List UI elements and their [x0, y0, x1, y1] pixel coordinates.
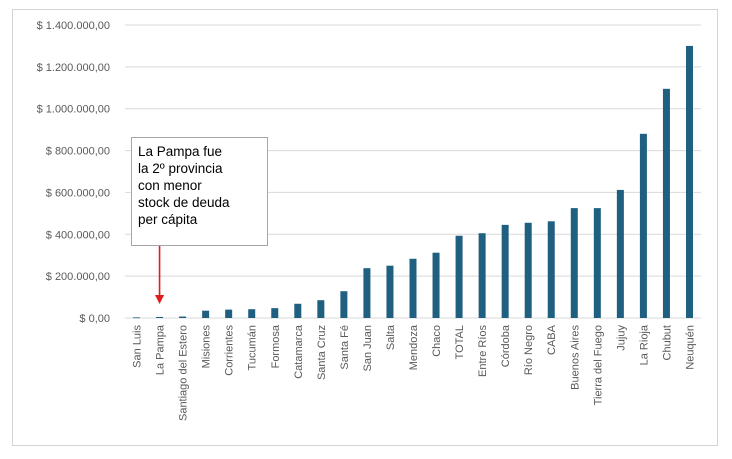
bar [478, 233, 486, 318]
bar [156, 316, 164, 318]
x-tick-label: Mendoza [408, 324, 420, 370]
bar [547, 221, 555, 318]
bar [501, 224, 509, 318]
x-tick-label: San Juan [362, 325, 374, 371]
x-tick-label: Córdoba [500, 324, 512, 367]
x-tick-label: Entre Ríos [477, 325, 489, 377]
y-tick-label: $ 0,00 [79, 313, 110, 325]
y-axis-ticks: $ 0,00 $ 200.000,00 $ 400.000,00 $ 600.000,… [37, 20, 110, 325]
x-tick-label: Santa Fé [339, 325, 351, 370]
x-tick-label: Chaco [431, 325, 443, 357]
x-tick-label: Río Negro [523, 325, 535, 375]
chart-frame: $ 0,00 $ 200.000,00 $ 400.000,00 $ 600.000,… [12, 9, 718, 446]
bar [294, 303, 302, 318]
x-tick-label: Neuquén [684, 325, 696, 370]
bar [225, 309, 233, 318]
bar [409, 258, 417, 318]
bar [524, 222, 532, 318]
bar [363, 268, 371, 318]
x-tick-label: Chubut [661, 325, 673, 360]
y-tick-label: $ 1.000.000,00 [37, 104, 110, 116]
bar [570, 208, 578, 318]
bar [317, 300, 325, 318]
bar [386, 265, 394, 318]
x-tick-label: Jujuy [615, 325, 627, 351]
bar [133, 317, 141, 319]
y-tick-label: $ 1.200.000,00 [37, 62, 110, 74]
y-tick-label: $ 1.400.000,00 [37, 20, 110, 32]
bar [248, 309, 256, 318]
bar [202, 310, 210, 318]
x-tick-label: TOTAL [454, 325, 466, 359]
x-tick-label: San Luis [132, 325, 144, 368]
x-tick-label: Formosa [270, 324, 282, 368]
bar-chart: $ 0,00 $ 200.000,00 $ 400.000,00 $ 600.000,… [37, 20, 701, 421]
y-tick-label: $ 200.000,00 [46, 271, 110, 283]
bar [432, 252, 440, 318]
y-tick-label: $ 600.000,00 [46, 187, 110, 199]
annotation-arrow-head [155, 295, 165, 304]
bar [639, 133, 647, 318]
x-tick-label: La Pampa [155, 324, 167, 375]
y-tick-label: $ 400.000,00 [46, 229, 110, 241]
x-axis-ticks: San Luis La Pampa Santiago del Estero Misio… [132, 324, 697, 421]
x-tick-label: Misiones [201, 325, 213, 369]
bar [685, 45, 693, 319]
bar [455, 235, 463, 318]
bar [593, 208, 601, 318]
annotation-box: La Pampa fue la 2º provincia con menor s… [131, 137, 268, 246]
bars [133, 45, 693, 319]
bar [616, 189, 624, 318]
x-tick-label: Tierra del Fuego [592, 325, 604, 405]
bar [179, 316, 187, 318]
x-tick-label: La Rioja [638, 324, 650, 365]
x-tick-label: Santiago del Estero [178, 325, 190, 421]
x-tick-label: Catamarca [293, 324, 305, 379]
bar [662, 88, 670, 318]
x-tick-label: Tucumán [247, 325, 259, 370]
bar [271, 308, 279, 318]
x-tick-label: Santa Cruz [316, 325, 328, 380]
annotation-arrow [155, 238, 165, 304]
x-tick-label: CABA [546, 324, 558, 355]
x-tick-label: Salta [385, 324, 397, 350]
y-tick-label: $ 800.000,00 [46, 146, 110, 158]
bar [340, 291, 348, 318]
x-tick-label: Corrientes [224, 325, 236, 376]
x-tick-label: Buenos Aires [569, 325, 581, 390]
